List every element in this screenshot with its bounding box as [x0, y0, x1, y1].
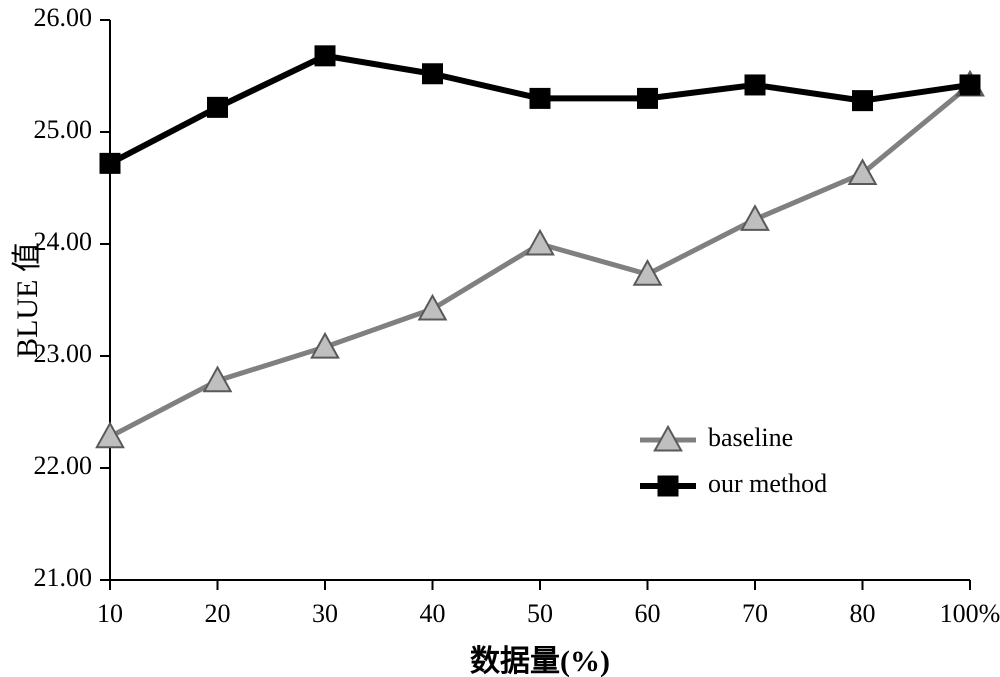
- x-tick-label: 100%: [940, 599, 1000, 628]
- x-tick-label: 60: [635, 599, 661, 628]
- chart-svg: 21.0022.0023.0024.0025.0026.00BLUE 值1020…: [0, 0, 1000, 677]
- y-tick-label: 25.00: [34, 115, 93, 144]
- legend-swatch-marker: [658, 476, 678, 496]
- series-marker-our method: [208, 97, 228, 117]
- series-marker-our method: [638, 88, 658, 108]
- legend-label: baseline: [708, 423, 793, 452]
- line-chart: 21.0022.0023.0024.0025.0026.00BLUE 值1020…: [0, 0, 1000, 677]
- y-tick-label: 26.00: [34, 3, 93, 32]
- x-tick-label: 50: [527, 599, 553, 628]
- series-marker-our method: [315, 46, 335, 66]
- x-tick-label: 20: [205, 599, 231, 628]
- series-marker-our method: [530, 88, 550, 108]
- series-marker-our method: [745, 75, 765, 95]
- series-marker-our method: [853, 91, 873, 111]
- series-marker-our method: [423, 64, 443, 84]
- x-tick-label: 40: [420, 599, 446, 628]
- x-axis-title: 数据量(%): [470, 645, 610, 677]
- x-tick-label: 10: [97, 599, 123, 628]
- y-tick-label: 22.00: [34, 451, 93, 480]
- x-tick-label: 70: [742, 599, 768, 628]
- y-tick-label: 21.00: [34, 563, 93, 592]
- series-marker-our method: [100, 153, 120, 173]
- series-marker-our method: [960, 75, 980, 95]
- x-tick-label: 30: [312, 599, 338, 628]
- legend-label: our method: [708, 469, 827, 498]
- y-axis-title: BLUE 值: [11, 242, 44, 358]
- x-tick-label: 80: [850, 599, 876, 628]
